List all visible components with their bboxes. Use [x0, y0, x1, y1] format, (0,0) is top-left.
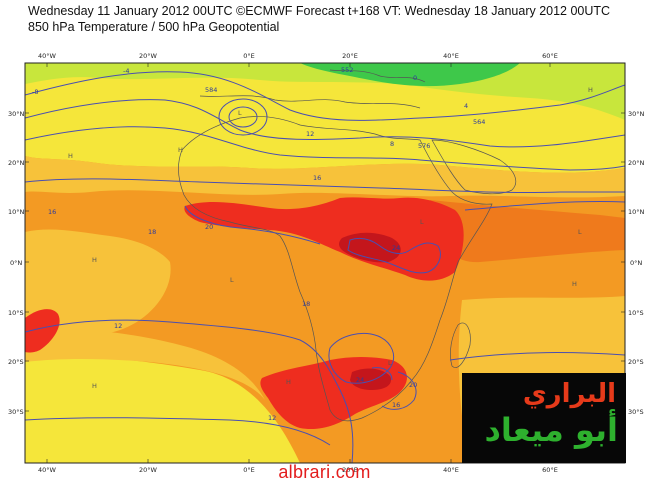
low-pressure-marker: L [230, 276, 234, 284]
temp-core-darkred-south [350, 368, 392, 390]
geopotential-label: 584 [205, 86, 217, 94]
lat-right-label: 30°N [628, 110, 645, 118]
map-title-line-1: Wednesday 11 January 2012 00UTC ©ECMWF F… [28, 4, 611, 18]
geopotential-contours [25, 71, 625, 463]
temp-label: 16 [313, 174, 321, 182]
low-pressure-marker: L [420, 218, 424, 226]
temp-band-dark-orange-east [430, 200, 625, 263]
temp-label: 8 [390, 140, 394, 148]
temp-band-green [300, 63, 520, 87]
watermark-logo: البراري أبو ميعاد [462, 373, 626, 463]
africa-coastline [178, 116, 493, 422]
lon-top-label: 20°W [139, 52, 158, 60]
high-pressure-marker: H [178, 146, 183, 154]
lon-top-label: 40°W [38, 52, 57, 60]
low-pressure-marker: L [238, 109, 242, 117]
lat-left-label: 0°N [10, 259, 22, 267]
temp-band-light-orange-west [25, 229, 171, 340]
high-pressure-marker: H [92, 382, 97, 390]
geopotential-label: 576 [418, 142, 430, 150]
high-pressure-marker: H [68, 152, 73, 160]
lat-right-label: 10°S [628, 309, 644, 317]
lat-right-label: 20°N [628, 159, 645, 167]
lon-top-label: 0°E [243, 52, 255, 60]
low-pressure-marker: L [388, 359, 392, 367]
low-pressure-marker: L [578, 228, 582, 236]
lon-top-label: 60°E [542, 52, 558, 60]
lat-left-label: 20°N [8, 159, 25, 167]
lon-bottom-label: 20°W [139, 466, 158, 474]
logo-line-1: البراري [522, 379, 616, 409]
temp-core-red-central [184, 197, 464, 281]
temp-label: 20 [205, 223, 213, 231]
temp-label: -8 [32, 88, 38, 96]
geopotential-label: 552 [341, 66, 353, 74]
geopotential-label: 564 [473, 118, 485, 126]
lat-right-label: 10°N [628, 208, 645, 216]
site-url[interactable]: albrari.com [278, 462, 371, 482]
logo-line-2: أبو ميعاد [484, 411, 618, 449]
frame-ticks [25, 63, 625, 463]
lat-left-label: 30°N [8, 110, 25, 118]
lon-bottom-label: 0°E [243, 466, 255, 474]
temp-label: 16 [392, 401, 400, 409]
lon-top-label: 40°E [443, 52, 459, 60]
high-pressure-marker: H [572, 280, 577, 288]
lat-left-label: 30°S [8, 408, 24, 416]
temp-band-light-orange-south [25, 328, 265, 400]
lat-right-label: 0°N [630, 259, 642, 267]
temp-core-red-west [25, 309, 60, 353]
madagascar-coastline [450, 322, 471, 368]
lat-left-label: 20°S [8, 358, 24, 366]
high-pressure-marker: H [92, 256, 97, 264]
lon-top-label: 20°E [342, 52, 358, 60]
temp-label: 20 [409, 381, 417, 389]
temp-label: 24 [392, 244, 400, 252]
temp-core-darkred-central [339, 232, 401, 263]
lon-bottom-label: 40°E [443, 466, 459, 474]
lat-right-label: 30°S [628, 408, 644, 416]
high-pressure-marker: H [286, 378, 291, 386]
high-pressure-marker: H [588, 86, 593, 94]
temp-band-yellow-south [25, 356, 300, 463]
temp-label: 12 [114, 322, 122, 330]
temp-label: 12 [306, 130, 314, 138]
lon-bottom-label: 60°E [542, 466, 558, 474]
map-title-line-2: 850 hPa Temperature / 500 hPa Geopotenti… [28, 20, 280, 34]
lon-bottom-label: 20°E [342, 466, 358, 474]
lat-left-label: 10°N [8, 208, 25, 216]
temp-label: -4 [123, 67, 129, 75]
temp-label: 12 [268, 414, 276, 422]
arabia-coastline [431, 139, 517, 195]
temp-band-light-orange-north [25, 156, 625, 198]
lat-left-label: 10°S [8, 309, 24, 317]
lon-bottom-label: 40°W [38, 466, 57, 474]
temp-label: 16 [48, 208, 56, 216]
europe-coastline [199, 69, 426, 109]
temp-label: 18 [148, 228, 156, 236]
lat-right-label: 20°S [628, 358, 644, 366]
temp-label: 24 [356, 376, 364, 384]
temp-label: 18 [302, 300, 310, 308]
temp-label: 0 [413, 74, 417, 82]
temp-label: 4 [464, 102, 468, 110]
map-frame [24, 62, 626, 464]
